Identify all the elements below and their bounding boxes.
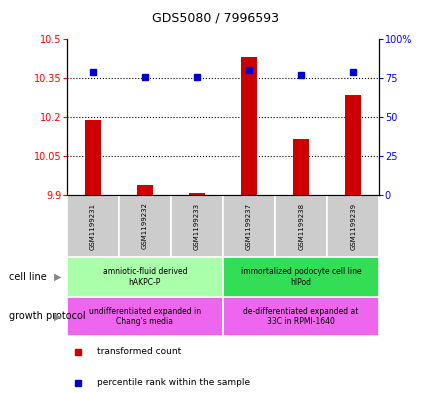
Bar: [67, 257, 223, 297]
Bar: [293, 139, 308, 195]
Text: GSM1199237: GSM1199237: [246, 202, 252, 250]
Bar: [137, 185, 152, 195]
Text: ▶: ▶: [54, 272, 62, 282]
Text: GSM1199233: GSM1199233: [194, 202, 200, 250]
Text: GDS5080 / 7996593: GDS5080 / 7996593: [152, 12, 278, 25]
Text: GSM1199231: GSM1199231: [89, 202, 95, 250]
Bar: [223, 195, 274, 257]
Text: percentile rank within the sample: percentile rank within the sample: [97, 378, 249, 387]
Text: undifferentiated expanded in
Chang's media: undifferentiated expanded in Chang's med…: [89, 307, 200, 326]
Bar: [326, 195, 378, 257]
Bar: [223, 297, 378, 336]
Bar: [223, 257, 378, 297]
Bar: [344, 95, 360, 195]
Text: GSM1199238: GSM1199238: [298, 202, 304, 250]
Text: transformed count: transformed count: [97, 347, 181, 356]
Bar: [171, 195, 223, 257]
Bar: [274, 195, 326, 257]
Text: amniotic-fluid derived
hAKPC-P: amniotic-fluid derived hAKPC-P: [102, 267, 187, 287]
Bar: [241, 57, 256, 195]
Bar: [119, 195, 171, 257]
Text: cell line: cell line: [9, 272, 46, 282]
Bar: [67, 297, 223, 336]
Text: GSM1199232: GSM1199232: [141, 202, 147, 250]
Text: growth protocol: growth protocol: [9, 311, 85, 321]
Text: GSM1199239: GSM1199239: [350, 202, 356, 250]
Bar: [67, 195, 119, 257]
Text: immortalized podocyte cell line
hIPod: immortalized podocyte cell line hIPod: [240, 267, 361, 287]
Text: de-differentiated expanded at
33C in RPMI-1640: de-differentiated expanded at 33C in RPM…: [243, 307, 358, 326]
Bar: [85, 119, 101, 195]
Bar: [189, 193, 204, 195]
Text: ▶: ▶: [54, 311, 62, 321]
